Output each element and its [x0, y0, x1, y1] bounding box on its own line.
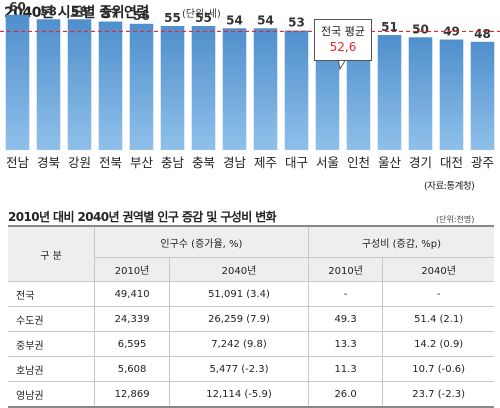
- table-cell: -: [307, 281, 383, 307]
- bar-울산: [377, 35, 402, 150]
- table-cell: 6,595: [93, 331, 170, 357]
- bar-인천: [346, 35, 371, 150]
- category-label: 경북: [37, 155, 60, 170]
- row-label: 중부권: [8, 331, 95, 357]
- table-row: 수도권 24,339 26,259 (7.9) 49.3 51.4 (2.1): [8, 306, 494, 332]
- table-row: 호남권 5,608 5,477 (-2.3) 11.3 10.7 (-0.6): [8, 356, 494, 382]
- value-label: 58: [71, 4, 88, 18]
- table-header-row: 구 분 인구수 (증가율, %) 구성비 (증감, %p): [8, 226, 494, 282]
- value-label: 54: [257, 13, 274, 27]
- header-group-population: 인구수 (증가율, %): [94, 226, 309, 258]
- value-label: 58: [40, 4, 57, 18]
- table-unit: (단위:천명): [436, 215, 475, 224]
- chart-title: 2040년 시도별 중위연령: [4, 5, 149, 21]
- category-label: 충남: [161, 155, 185, 170]
- category-label: 대구: [285, 155, 308, 170]
- bar-대전: [439, 39, 464, 150]
- bar-경북: [36, 19, 61, 151]
- value-label: 60: [9, 0, 26, 14]
- table-cell: -: [382, 281, 494, 307]
- bar-전북: [98, 21, 123, 151]
- row-label: 전국: [8, 281, 95, 307]
- value-label: 50: [412, 22, 429, 36]
- table-cell: 51.4 (2.1): [382, 306, 494, 332]
- category-label: 경남: [223, 155, 247, 170]
- source-note: (자료:통계청): [424, 181, 475, 192]
- bar-경남: [222, 28, 247, 151]
- bar-제주: [253, 28, 278, 151]
- bar-서울: [315, 35, 340, 150]
- value-label: 55: [195, 11, 212, 25]
- row-label: 영남권: [8, 381, 95, 408]
- value-label: 54: [226, 13, 243, 27]
- table-cell: 5,608: [93, 356, 170, 382]
- table-cell: 12,114 (-5.9): [169, 381, 309, 408]
- category-label: 대전: [440, 155, 463, 170]
- table-cell: 7,242 (9.8): [169, 331, 309, 357]
- bar-부산: [129, 23, 154, 150]
- table-cell: 11.3: [307, 356, 383, 382]
- table-row: 영남권 12,869 12,114 (-5.9) 26.0 23.7 (-2.3): [8, 381, 494, 408]
- table-cell: 12,869: [93, 381, 170, 408]
- table-subheader-row: 2010년 2040년 2010년 2040년: [8, 257, 494, 282]
- header-year: 2010년: [307, 257, 383, 282]
- bar-충북: [191, 26, 216, 150]
- category-label: 서울: [316, 155, 339, 170]
- header-year: 2040년: [169, 257, 309, 282]
- value-label: 56: [133, 9, 150, 23]
- national-average-callout: 전국 평균 52,6: [314, 19, 372, 61]
- callout-label: 전국 평균: [321, 25, 365, 38]
- value-label: 55: [164, 11, 181, 25]
- table-cell: 26,259 (7.9): [169, 306, 309, 332]
- table-row: 전국 49,410 51,091 (3.4) - -: [8, 281, 494, 307]
- table-cell: 5,477 (-2.3): [169, 356, 309, 382]
- table-cell: 23.7 (-2.3): [382, 381, 494, 408]
- bar-전남: [5, 14, 30, 151]
- table-cell: 49.3: [307, 306, 383, 332]
- category-label: 광주: [471, 155, 494, 170]
- table-title: 2010년 대비 2040년 권역별 인구 증감 및 구성비 변화: [8, 210, 277, 224]
- row-label: 호남권: [8, 356, 95, 382]
- header-group-composition: 구성비 (증감, %p): [307, 226, 494, 258]
- table-cell: 10.7 (-0.6): [382, 356, 494, 382]
- category-label: 전북: [99, 155, 122, 170]
- value-label: 53: [288, 16, 305, 30]
- bar-강원: [67, 19, 92, 151]
- table-cell: 14.2 (0.9): [382, 331, 494, 357]
- category-label: 인천: [347, 155, 370, 170]
- bar-chart: 60585857565555545453515151504948 전남경북강원전…: [0, 0, 500, 170]
- bar-경기: [408, 37, 433, 150]
- table-row: 중부권 6,595 7,242 (9.8) 13.3 14.2 (0.9): [8, 331, 494, 357]
- row-label: 수도권: [8, 306, 95, 332]
- category-label: 울산: [378, 155, 402, 170]
- table-cell: 13.3: [307, 331, 383, 357]
- table-cell: 26.0: [307, 381, 383, 408]
- header-year: 2010년: [93, 257, 170, 282]
- category-label: 충북: [192, 155, 215, 170]
- category-label: 강원: [68, 155, 91, 170]
- header-category: 구 분: [8, 226, 95, 282]
- category-label: 제주: [254, 155, 277, 170]
- table-cell: 24,339: [93, 306, 170, 332]
- population-table: 구 분 인구수 (증가율, %) 구성비 (증감, %p) 2010년 2040…: [8, 225, 494, 408]
- callout-value: 52,6: [329, 40, 357, 54]
- table-cell: 49,410: [93, 281, 170, 307]
- category-label: 경기: [409, 155, 432, 170]
- chart-unit: (단위:세): [182, 9, 221, 20]
- bar-광주: [470, 41, 495, 150]
- value-label: 51: [381, 20, 398, 34]
- category-label: 부산: [130, 155, 154, 170]
- table-cell: 51,091 (3.4): [169, 281, 309, 307]
- value-label: 57: [102, 7, 119, 21]
- header-year: 2040년: [382, 257, 494, 282]
- bar-대구: [284, 30, 309, 151]
- category-label: 전남: [6, 155, 30, 170]
- value-label: 48: [474, 27, 491, 41]
- bar-충남: [160, 26, 185, 150]
